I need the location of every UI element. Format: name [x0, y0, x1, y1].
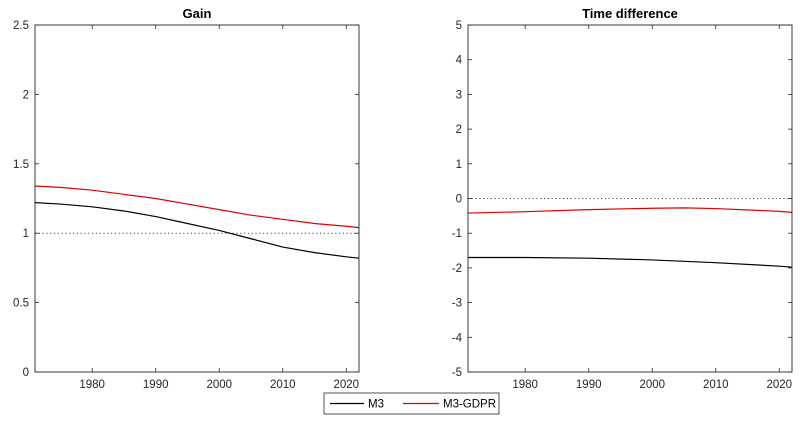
x-tick-label: 1980 — [512, 379, 538, 391]
y-tick-label: 5 — [456, 20, 462, 32]
chart-title: Time difference — [582, 6, 678, 21]
y-tick-label: 2 — [456, 124, 462, 136]
axes-box — [34, 24, 360, 373]
y-tick-label: 0 — [23, 367, 29, 379]
chart-panel-1: Gain 0 0.5 1 1.5 2 2.5 1980 1990 2000 2010 2020 — [13, 6, 360, 391]
y-tick-label: 2.5 — [13, 20, 29, 32]
y-tick-label: 1 — [456, 159, 462, 171]
x-tick-label: 2000 — [206, 379, 232, 391]
y-tick-label: 0.5 — [13, 298, 29, 310]
y-tick-label: -3 — [452, 298, 462, 310]
legend-label-1: M3 — [368, 399, 384, 411]
axes-box — [467, 24, 793, 373]
series-line-m3-gdpr — [467, 207, 793, 214]
legend: M3 M3-GDPR — [323, 392, 500, 415]
y-tick-label: 3 — [456, 89, 462, 101]
x-tick-label: 2010 — [270, 379, 296, 391]
chart-title: Gain — [183, 6, 212, 21]
series-line-m3 — [34, 202, 360, 259]
series-line-m3-gdpr — [34, 185, 360, 229]
y-tick-label: 2 — [23, 89, 29, 101]
x-tick-label: 2020 — [333, 379, 359, 391]
y-tick-label: 1.5 — [13, 159, 29, 171]
y-tick-label: -1 — [452, 228, 462, 240]
x-tick-label: 1990 — [143, 379, 169, 391]
y-tick-label: 4 — [456, 55, 463, 67]
x-tick-label: 2000 — [639, 379, 665, 391]
y-tick-label: -2 — [452, 263, 462, 275]
series-line-m3 — [468, 256, 793, 268]
x-tick-label: 1990 — [576, 379, 602, 391]
x-tick-label: 2010 — [703, 379, 729, 391]
y-tick-label: -4 — [452, 332, 463, 344]
x-tick-label: 1980 — [79, 379, 105, 391]
legend-label-2: M3-GDPR — [443, 399, 496, 411]
x-tick-label: 2020 — [766, 379, 792, 391]
y-tick-label: 1 — [23, 228, 29, 240]
y-tick-label: -5 — [452, 367, 462, 379]
y-tick-label: 0 — [456, 194, 462, 206]
chart-panel-2: Time difference -5 -4 -3 -2 -1 0 1 2 3 4 5 1980 1990 2… — [452, 6, 793, 391]
